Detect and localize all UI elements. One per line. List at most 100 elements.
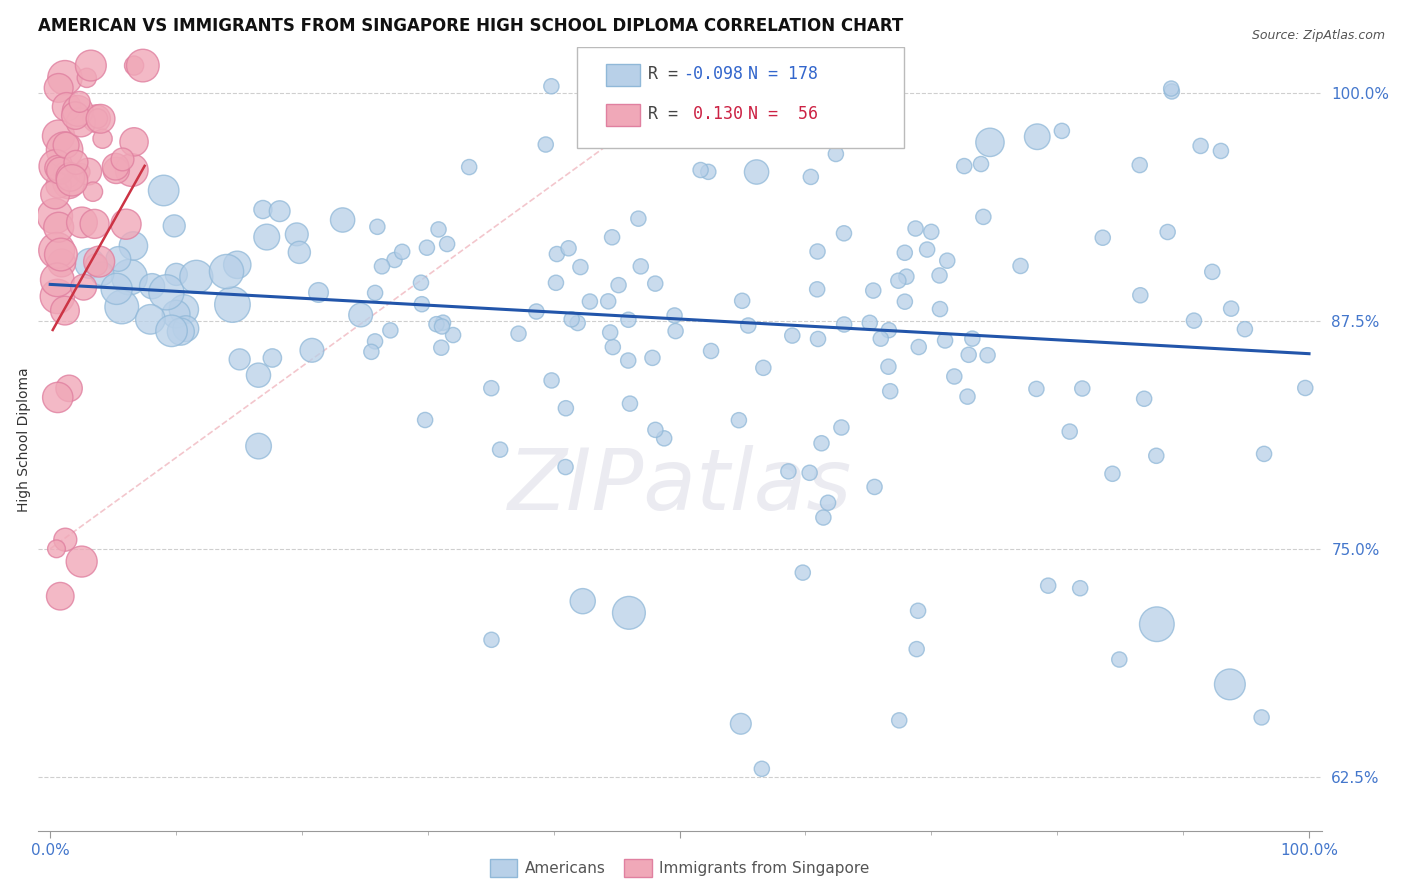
Point xyxy=(44,209,66,223)
Point xyxy=(1253,447,1275,461)
Point xyxy=(1071,382,1094,396)
Point xyxy=(877,323,900,337)
Point xyxy=(80,59,103,73)
Point xyxy=(111,153,134,167)
Text: N = 178: N = 178 xyxy=(748,65,818,83)
Point xyxy=(170,325,193,339)
Point xyxy=(165,307,187,321)
Point xyxy=(862,284,884,298)
Point xyxy=(186,269,208,284)
Point xyxy=(745,165,768,179)
Point xyxy=(920,225,942,239)
Point xyxy=(247,439,270,453)
Point xyxy=(617,312,640,326)
Point xyxy=(226,258,249,272)
Point xyxy=(49,163,72,178)
Point xyxy=(962,332,984,346)
Point xyxy=(49,589,72,603)
Point xyxy=(118,270,141,285)
Point xyxy=(810,436,832,450)
Point xyxy=(391,244,413,259)
Point xyxy=(256,230,278,244)
Point xyxy=(55,168,77,182)
Point xyxy=(1133,392,1156,406)
Point xyxy=(122,239,145,253)
Point xyxy=(907,604,929,618)
Point xyxy=(889,714,911,728)
Point xyxy=(524,304,547,318)
Point xyxy=(48,129,70,144)
Point xyxy=(481,632,503,647)
Point xyxy=(91,267,114,281)
Point xyxy=(1069,581,1091,595)
Point xyxy=(45,541,67,556)
Point xyxy=(65,155,87,169)
Point xyxy=(247,368,270,383)
Point xyxy=(830,420,852,434)
Y-axis label: High School Diploma: High School Diploma xyxy=(17,368,31,512)
Point xyxy=(132,59,155,73)
Point xyxy=(664,324,686,338)
Point xyxy=(366,219,388,234)
Point xyxy=(308,285,330,300)
Point xyxy=(540,79,562,94)
Point xyxy=(48,178,70,193)
Point xyxy=(617,606,640,620)
Point xyxy=(782,328,804,343)
Point xyxy=(915,243,938,257)
Point xyxy=(763,103,786,117)
Point xyxy=(1026,129,1049,144)
Point xyxy=(600,230,623,244)
Point xyxy=(717,94,740,108)
Point xyxy=(652,431,675,445)
Point xyxy=(215,264,238,278)
Point xyxy=(105,282,128,296)
Point xyxy=(70,215,93,229)
Point xyxy=(72,280,94,294)
Text: 0.130: 0.130 xyxy=(683,105,744,123)
Point xyxy=(737,318,759,333)
Point xyxy=(936,253,959,268)
Point xyxy=(364,285,387,300)
Point xyxy=(1294,381,1316,395)
Point xyxy=(1160,81,1182,95)
Point xyxy=(869,332,891,346)
Point xyxy=(894,294,917,309)
Point xyxy=(1250,710,1272,724)
Bar xyxy=(606,64,640,86)
Legend: Americans, Immigrants from Singapore: Americans, Immigrants from Singapore xyxy=(484,853,876,882)
Point xyxy=(579,294,602,309)
Point xyxy=(152,184,174,198)
Point xyxy=(825,147,848,161)
Point xyxy=(60,173,83,187)
Point xyxy=(700,343,723,358)
Point xyxy=(115,217,138,231)
Point xyxy=(928,268,950,283)
Point xyxy=(1201,265,1223,279)
Point xyxy=(285,227,308,242)
Point xyxy=(599,326,621,340)
Point xyxy=(728,413,751,427)
Point xyxy=(905,642,928,657)
Point xyxy=(544,276,567,290)
Point xyxy=(896,269,918,284)
Point xyxy=(554,460,576,475)
Point xyxy=(252,202,274,217)
Point xyxy=(53,303,76,318)
Point xyxy=(160,324,183,338)
Point xyxy=(45,244,67,258)
Point xyxy=(607,278,630,293)
Point xyxy=(53,70,76,85)
Point xyxy=(288,245,311,260)
Text: ZIPatlas: ZIPatlas xyxy=(508,445,852,528)
Point xyxy=(122,59,145,73)
Point xyxy=(413,413,436,427)
Point xyxy=(806,282,828,296)
Point xyxy=(55,100,77,114)
Point xyxy=(1025,382,1047,396)
Point xyxy=(1129,158,1152,172)
Point xyxy=(53,533,76,547)
Point xyxy=(174,321,197,335)
Point xyxy=(111,300,134,314)
Point xyxy=(907,340,929,354)
